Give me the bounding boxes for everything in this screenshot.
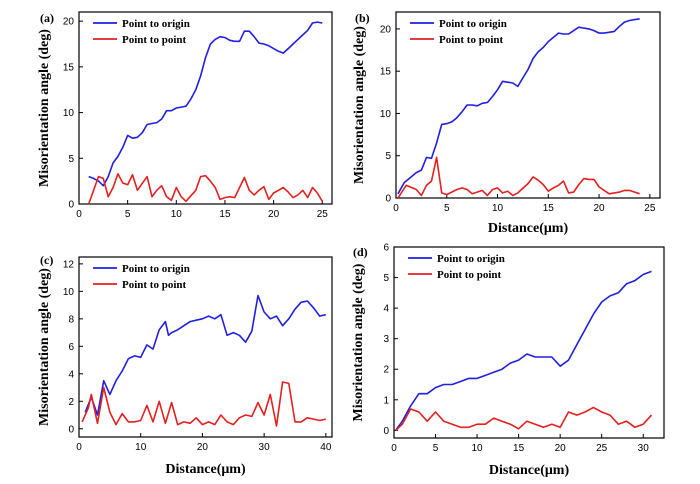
legend-label: Point to origin — [122, 18, 190, 30]
y-tick-label: 6 — [68, 342, 74, 353]
y-tick-label: 6 — [383, 243, 389, 254]
x-tick-label: 20 — [268, 209, 280, 220]
y-axis-label: Misorientation angle (deg) — [37, 268, 52, 426]
panel-d: 0 5 10 15 20 25 30 0 1 2 3 4 5 6 (d) Misorientation ang… — [351, 243, 665, 478]
x-tick-label: 40 — [320, 442, 332, 453]
legend-label: Point to point — [122, 34, 187, 46]
y-axis-label: Misorientation angle (deg) — [352, 26, 367, 184]
x-tick-label: 0 — [391, 443, 397, 454]
series-line-point-to-point — [397, 156, 640, 199]
legend-label: Point to origin — [439, 18, 507, 30]
y-tick-label: 20 — [63, 17, 75, 28]
x-tick-label: 20 — [197, 442, 209, 453]
y-tick-label: 15 — [380, 67, 392, 78]
y-tick-label: 12 — [63, 259, 75, 270]
y-tick-label: 0 — [68, 200, 74, 211]
x-tick-label: 25 — [644, 203, 656, 214]
series-line-point-to-point — [87, 173, 323, 205]
x-tick-label: 20 — [594, 203, 606, 214]
x-tick-label: 30 — [259, 442, 271, 453]
plot-frame — [393, 246, 665, 439]
y-tick-label: 1 — [383, 395, 389, 406]
y-axis-label: Misorientation angle (deg) — [351, 263, 366, 421]
y-tick-label: 5 — [68, 154, 74, 165]
panel-label: (d) — [353, 245, 368, 259]
x-tick-label: 10 — [171, 209, 183, 220]
y-tick-label: 2 — [383, 365, 389, 376]
series-line-point-to-origin — [397, 18, 640, 195]
panel-label: (a) — [40, 11, 54, 25]
x-tick-label: 5 — [125, 209, 131, 220]
x-axis-label: Distance(μm) — [488, 221, 569, 236]
series-line-point-to-point — [395, 406, 653, 431]
panel-label: (c) — [40, 253, 53, 267]
panel-c: 0 10 20 30 40 0 2 4 6 8 10 12 (c)Misorientation angl… — [37, 253, 333, 477]
x-tick-label: 0 — [393, 203, 399, 214]
plot-frame — [78, 256, 333, 438]
y-tick-label: 3 — [383, 334, 389, 345]
x-tick-label: 0 — [76, 209, 82, 220]
y-tick-label: 0 — [68, 424, 74, 435]
x-tick-label: 25 — [596, 443, 608, 454]
x-tick-label: 10 — [492, 203, 504, 214]
panel-a: 0 5 10 15 20 25 0 5 10 15 20 (a) Misorientation angl… — [37, 11, 333, 220]
legend-label: Point to point — [439, 34, 504, 46]
x-tick-label: 5 — [433, 443, 439, 454]
x-axis-label: Distance(μm) — [489, 463, 570, 478]
y-tick-label: 15 — [63, 62, 75, 73]
y-tick-label: 0 — [383, 426, 389, 437]
legend-label: Point to point — [437, 269, 502, 281]
y-tick-label: 10 — [380, 109, 392, 120]
x-tick-label: 20 — [555, 443, 567, 454]
legend-label: Point to origin — [122, 263, 190, 275]
y-tick-label: 2 — [68, 397, 74, 408]
y-tick-label: 8 — [68, 314, 74, 325]
x-tick-label: 0 — [76, 442, 82, 453]
panel-b: 0 5 10 15 20 25 0 5 10 15 20 (b)Misorientation angl… — [352, 11, 661, 236]
series-line-point-to-origin — [395, 270, 652, 431]
y-tick-label: 0 — [385, 194, 391, 205]
plot-frame — [395, 11, 661, 199]
y-tick-label: 4 — [68, 369, 74, 380]
series-line-point-to-origin — [84, 294, 326, 416]
legend-label: Point to point — [122, 279, 187, 291]
x-tick-label: 10 — [472, 443, 484, 454]
x-tick-label: 15 — [219, 209, 231, 220]
x-tick-label: 25 — [317, 209, 329, 220]
y-tick-label: 4 — [383, 304, 389, 315]
x-tick-label: 15 — [513, 443, 525, 454]
x-tick-label: 10 — [135, 442, 147, 453]
series-line-point-to-origin — [88, 21, 323, 187]
y-tick-label: 10 — [63, 108, 75, 119]
y-tick-label: 20 — [380, 24, 392, 35]
x-tick-label: 30 — [638, 443, 650, 454]
y-tick-label: 10 — [63, 287, 75, 298]
panel-label: (b) — [355, 11, 370, 25]
y-tick-label: 5 — [385, 151, 391, 162]
plot-frame — [78, 11, 333, 205]
x-tick-label: 5 — [444, 203, 450, 214]
y-tick-label: 5 — [383, 273, 389, 284]
legend-label: Point to origin — [437, 253, 505, 265]
x-axis-label: Distance(μm) — [165, 462, 246, 477]
series-line-point-to-point — [81, 381, 326, 427]
x-tick-label: 15 — [543, 203, 555, 214]
y-axis-label: Misorientation angle (deg) — [37, 29, 52, 187]
